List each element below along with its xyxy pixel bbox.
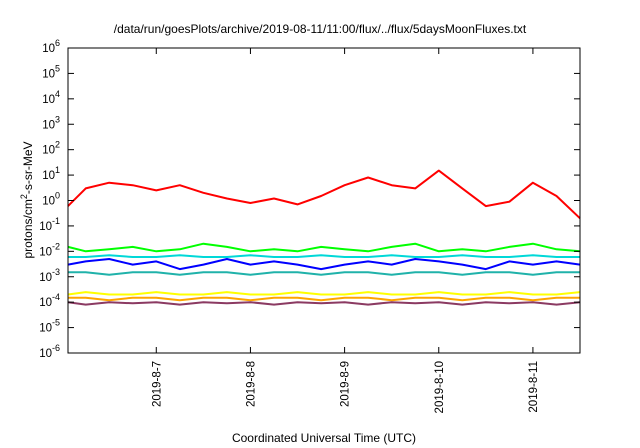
series-layer [67,169,581,306]
y-tick-label: 104 [42,89,60,106]
x-tick-label: 2019-8-7 [151,361,163,407]
y-axis-label: protons/cm2-s-sr-MeV [19,141,35,258]
y-tick-label: 10-6 [39,343,60,360]
plot-frame [67,47,581,354]
y-tick-label: 10-3 [39,267,60,284]
x-tick-label: 2019-8-8 [245,361,257,407]
x-tick-label: 2019-8-9 [340,361,352,407]
y-tick-label: 10-2 [39,241,60,258]
y-tick-label: 106 [42,38,60,55]
y-tick-label: 102 [42,140,60,157]
series-4-line [68,271,580,276]
x-tick-label: 2019-8-10 [434,361,446,413]
y-tick-label: 10-4 [39,292,60,309]
y-tick-label: 10-5 [39,318,60,335]
series-3-line [67,258,581,271]
series-1-line [67,242,581,253]
series-2-line [68,254,580,258]
series-0-line [67,169,581,220]
x-tick-label: 2019-8-11 [528,361,540,413]
y-tick-label: 105 [42,63,60,80]
y-axis: 106 105 104 103 102 101 100 10-1 10-2 10-3 10-4 10-… [39,38,580,360]
chart-title: /data/run/goesPlots/archive/2019-08-11/1… [114,22,527,36]
y-tick-label: 100 [42,191,60,208]
y-tick-label: 101 [42,165,60,182]
y-tick-label: 10-1 [39,216,60,233]
series-7-line [67,301,581,306]
x-axis: 2019-8-7 2019-8-8 2019-8-9 2019-8-10 2019-8-… [151,48,540,413]
y-tick-label: 103 [42,114,60,131]
series-5-line [67,291,581,296]
x-axis-label: Coordinated Universal Time (UTC) [232,431,416,445]
series-6-line [68,296,580,302]
